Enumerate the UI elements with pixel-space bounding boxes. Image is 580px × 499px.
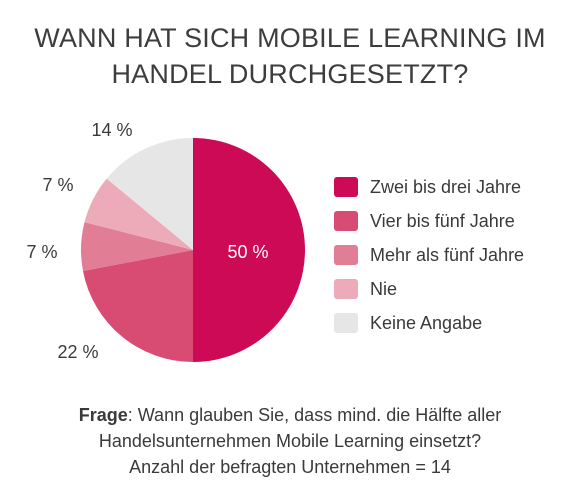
pie-slice-label-1: 50 % xyxy=(227,242,268,262)
footer-question-label: Frage xyxy=(78,405,128,425)
legend-label-3: Mehr als fünf Jahre xyxy=(370,244,525,265)
footer-question-line: Frage: Wann glauben Sie, dass mind. die … xyxy=(0,402,580,428)
legend-item-5: Keine Angabe xyxy=(334,306,524,340)
pie-slice-label-2: 22 % xyxy=(57,342,98,362)
chart-title-line-1: WANN HAT SICH MOBILE LEARNING IM xyxy=(34,23,546,53)
legend-swatch-4 xyxy=(334,279,358,299)
chart-legend: Zwei bis drei Jahre Vier bis fünf Jahre Me… xyxy=(334,170,524,340)
legend-label-4: Nie xyxy=(370,278,398,299)
pie-slice-label-3: 7 % xyxy=(26,242,57,262)
footer-question-text: : Wann glauben Sie, dass mind. die Hälft… xyxy=(127,405,502,425)
pie-slice-1 xyxy=(193,138,305,362)
legend-swatch-1 xyxy=(334,177,358,197)
pie-slice-3 xyxy=(81,222,193,271)
legend-item-1: Zwei bis drei Jahre xyxy=(334,170,524,204)
chart-title: WANN HAT SICH MOBILE LEARNING IM HANDEL … xyxy=(0,20,580,92)
footer-sample-size: Anzahl der befragten Unternehmen = 14 xyxy=(129,457,451,477)
legend-label-2: Vier bis fünf Jahre xyxy=(370,210,515,231)
legend-item-2: Vier bis fünf Jahre xyxy=(334,204,524,238)
legend-swatch-5 xyxy=(334,313,358,333)
survey-footer: Frage: Wann glauben Sie, dass mind. die … xyxy=(0,402,580,480)
pie-slice-2 xyxy=(82,250,193,362)
pie-slice-5 xyxy=(106,138,193,250)
legend-label-1: Zwei bis drei Jahre xyxy=(370,176,522,197)
pie-slice-label-4: 7 % xyxy=(42,175,73,195)
legend-label-5: Keine Angabe xyxy=(370,312,483,333)
chart-title-line-2: HANDEL DURCHGESETZT? xyxy=(111,59,469,89)
legend-item-3: Mehr als fünf Jahre xyxy=(334,238,524,272)
pie-slice-label-5: 14 % xyxy=(91,120,132,140)
legend-swatch-3 xyxy=(334,245,358,265)
footer-question-line-2: Handelsunternehmen Mobile Learning einse… xyxy=(98,431,482,451)
legend-swatch-2 xyxy=(334,211,358,231)
legend-item-4: Nie xyxy=(334,272,524,306)
pie-slice-4 xyxy=(84,178,193,250)
